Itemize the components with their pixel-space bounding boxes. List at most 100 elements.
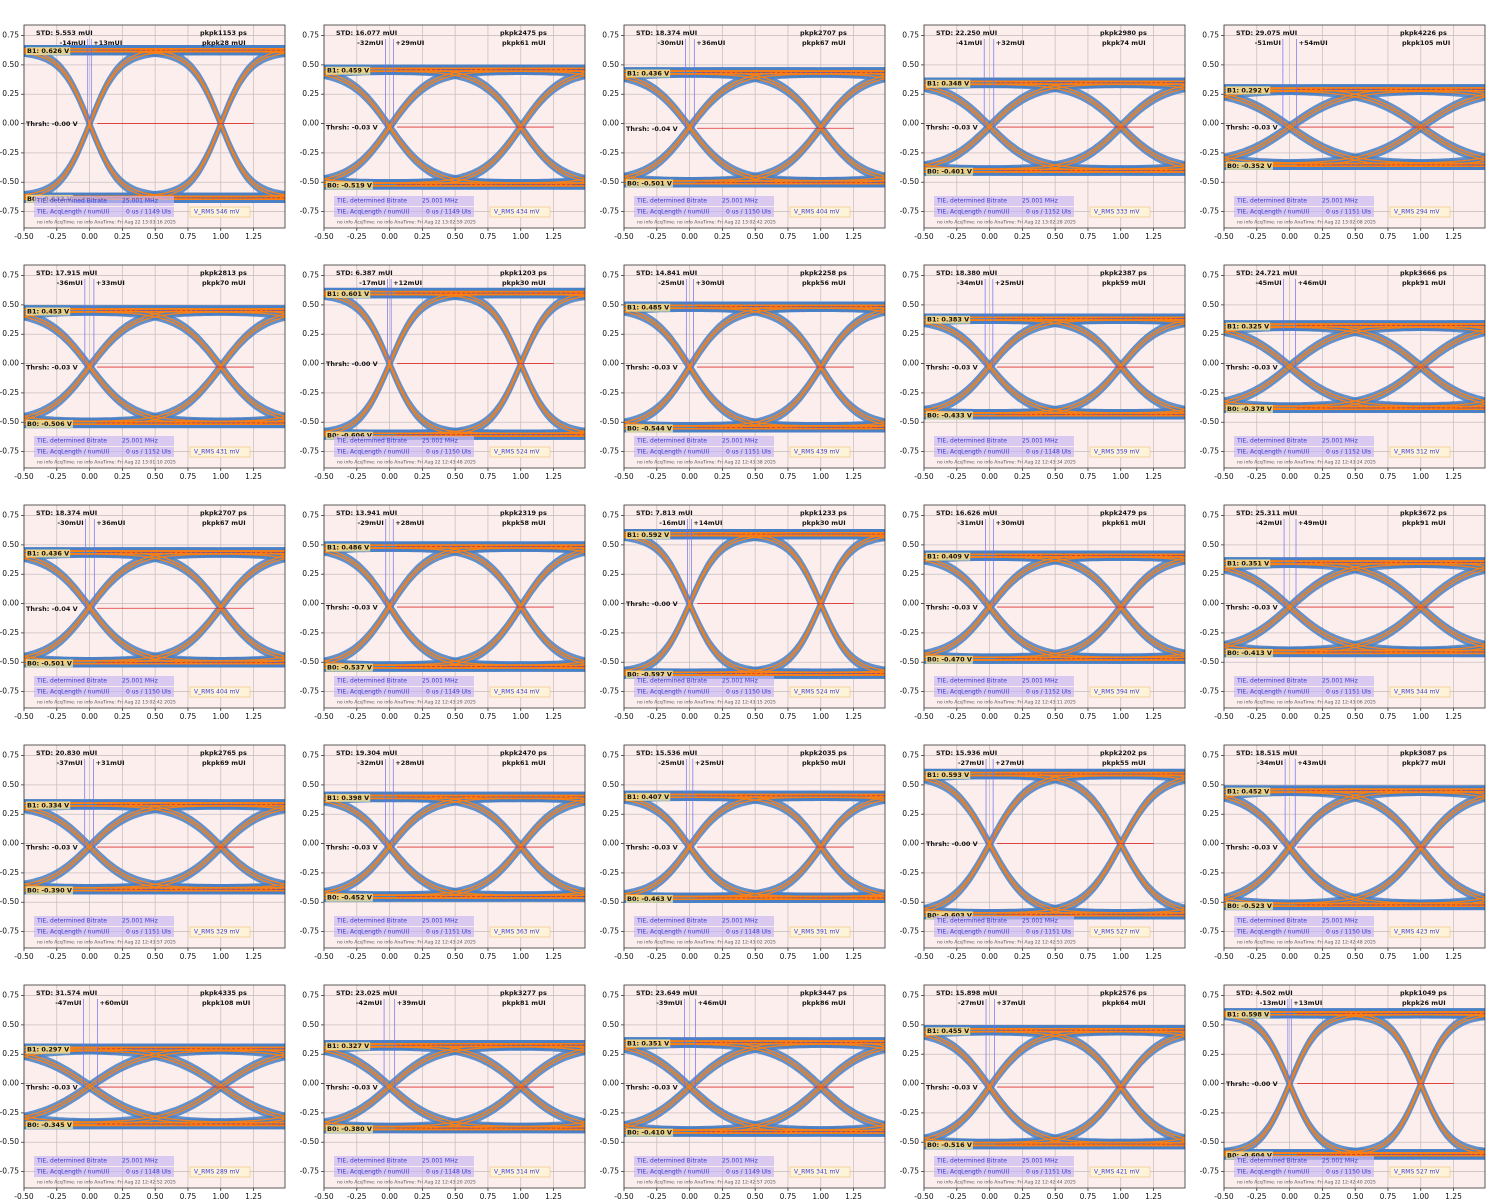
vrms-label: V_RMS 527 mV xyxy=(1394,1169,1440,1176)
eye-panel: -0.75 -0.50 -0.25 0.00 0.25 0.50 0.75 -0.50 -0.2… xyxy=(1200,504,1486,721)
eye-panel: -0.75 -0.50 -0.25 0.00 0.25 0.50 0.75 -0.50 -0.2… xyxy=(1200,24,1486,241)
y-tick-label: 0.00 xyxy=(302,119,319,128)
y-tick-label: -0.25 xyxy=(600,868,620,877)
y-tick-label: -0.50 xyxy=(300,897,320,906)
jitter-label: -45mUI xyxy=(1255,279,1281,287)
y-tick-label: 0.50 xyxy=(2,540,19,549)
y-tick-label: -0.75 xyxy=(0,1167,19,1176)
pkpk-mui-label: pkpk91 mUI xyxy=(1402,279,1446,287)
y-tick-label: 0.25 xyxy=(2,569,19,578)
x-tick-label: 1.00 xyxy=(812,712,829,721)
vrms-label: V_RMS 289 mV xyxy=(194,1169,240,1176)
y-tick-label: 0.50 xyxy=(302,1020,319,1029)
y-tick-label: -0.75 xyxy=(900,927,920,936)
y-tick-label: -0.25 xyxy=(1200,148,1220,157)
y-tick-label: 0.00 xyxy=(602,119,619,128)
x-tick-label: 0.25 xyxy=(1014,232,1031,241)
y-tick-label: -0.75 xyxy=(900,1167,920,1176)
y-tick-label: 0.00 xyxy=(1202,359,1219,368)
plot-frame xyxy=(923,264,1186,469)
b0-label: B0: -0.463 V xyxy=(627,895,672,903)
b0-label: B0: -0.537 V xyxy=(327,664,372,672)
y-tick-label: 0.50 xyxy=(302,780,319,789)
x-tick-label: -0.50 xyxy=(914,952,934,961)
y-tick-label: -0.75 xyxy=(300,447,320,456)
info-box xyxy=(334,916,474,926)
info-box xyxy=(334,447,474,457)
x-tick-label: 1.00 xyxy=(212,952,229,961)
eye-trace xyxy=(1224,641,1485,651)
eye-trace xyxy=(324,657,585,665)
pkpk-ps-label: pkpk3666 ps xyxy=(1400,269,1447,277)
std-label: STD: 18.515 mUI xyxy=(1236,749,1297,757)
vrms-box xyxy=(789,206,851,218)
acq-value: 0 us / 1152 UIs xyxy=(1026,209,1071,216)
pkpk-mui-label: pkpk56 mUI xyxy=(802,279,846,287)
label-bg xyxy=(626,424,673,433)
label-bg xyxy=(926,552,971,561)
vrms-box xyxy=(1089,206,1151,218)
y-tick-label: -0.50 xyxy=(1200,1137,1220,1146)
x-tick-label: -0.25 xyxy=(347,712,367,721)
label-bg xyxy=(26,419,73,428)
eye-panel: -0.75 -0.50 -0.25 0.00 0.25 0.50 0.75 -0.50 -0.2… xyxy=(300,744,586,961)
x-tick-label: 0.00 xyxy=(681,232,698,241)
y-tick-label: -0.75 xyxy=(0,687,19,696)
threshold-label: Thrsh: -0.00 V xyxy=(326,360,378,368)
vrms-box xyxy=(489,926,551,938)
info-box xyxy=(334,687,474,697)
eye-panel: -0.75 -0.50 -0.25 0.00 0.25 0.50 0.75 -0.50 -0.2… xyxy=(600,24,886,241)
y-tick-label: 0.75 xyxy=(602,271,619,280)
b1-label: B1: 0.626 V xyxy=(27,47,69,55)
threshold-label: Thrsh: -0.00 V xyxy=(926,840,978,848)
pkpk-ps-label: pkpk2980 ps xyxy=(1100,29,1147,37)
bitrate-value: 25.001 MHz xyxy=(722,678,758,685)
info-box xyxy=(334,927,474,937)
footer-label: no info AcqTime: no info AnaTime: Fri Au… xyxy=(337,1180,476,1186)
jitter-label: +36mUI xyxy=(96,519,125,527)
jitter-label: +46mUI xyxy=(698,999,727,1007)
x-tick-label: 0.50 xyxy=(1347,1192,1364,1200)
x-tick-label: 0.00 xyxy=(381,232,398,241)
bitrate-label: TIE, determined Bitrate xyxy=(1236,918,1307,925)
acq-value: 0 us / 1148 UIs xyxy=(426,1169,471,1176)
footer-label: no info AcqTime: no info AnaTime: Fri Au… xyxy=(37,1180,176,1186)
acq-label: TIE, AcqLength / numUI) xyxy=(936,1169,1010,1176)
label-bg xyxy=(26,1045,71,1054)
acq-label: TIE, AcqLength / numUI) xyxy=(936,689,1010,696)
y-tick-label: 0.50 xyxy=(902,60,919,69)
pkpk-ps-label: pkpk3087 ps xyxy=(1400,749,1447,757)
eye-panel: -0.75 -0.50 -0.25 0.00 0.25 0.50 0.75 -0.50 -0.2… xyxy=(900,504,1186,721)
y-tick-label: 0.50 xyxy=(902,300,919,309)
y-tick-label: -0.50 xyxy=(900,657,920,666)
vrms-label: V_RMS 391 mV xyxy=(794,929,840,936)
x-tick-label: 1.00 xyxy=(1112,472,1129,481)
y-tick-label: -0.25 xyxy=(300,388,320,397)
vrms-box xyxy=(189,206,251,218)
info-box xyxy=(1234,916,1374,926)
x-tick-label: 0.25 xyxy=(1014,472,1031,481)
acq-label: TIE, AcqLength / numUI) xyxy=(36,209,110,216)
vrms-label: V_RMS 314 mV xyxy=(494,1169,540,1176)
acq-value: 0 us / 1151 UIs xyxy=(1326,209,1371,216)
x-tick-label: -0.25 xyxy=(947,232,967,241)
x-tick-label: 0.00 xyxy=(981,712,998,721)
plot-frame xyxy=(623,984,886,1189)
eye-panel: -0.75 -0.50 -0.25 0.00 0.25 0.50 0.75 -0.50 -0.2… xyxy=(900,984,1186,1200)
x-tick-label: 0.75 xyxy=(1080,472,1097,481)
acq-value: 0 us / 1149 UIs xyxy=(426,689,471,696)
label-bg xyxy=(26,307,71,316)
vrms-box xyxy=(1089,1166,1151,1178)
bitrate-label: TIE, determined Bitrate xyxy=(636,918,707,925)
bitrate-value: 25.001 MHz xyxy=(122,438,158,445)
vrms-box xyxy=(789,1166,851,1178)
jitter-label: -41mUI xyxy=(956,39,982,47)
b1-label: B1: 0.409 V xyxy=(927,553,969,561)
jitter-label: +60mUI xyxy=(99,999,128,1007)
jitter-label: +37mUI xyxy=(996,999,1025,1007)
y-tick-label: -0.25 xyxy=(900,628,920,637)
jitter-label: -17mUI xyxy=(359,279,385,287)
y-tick-label: -0.75 xyxy=(1200,207,1220,216)
y-tick-label: -0.25 xyxy=(600,148,620,157)
